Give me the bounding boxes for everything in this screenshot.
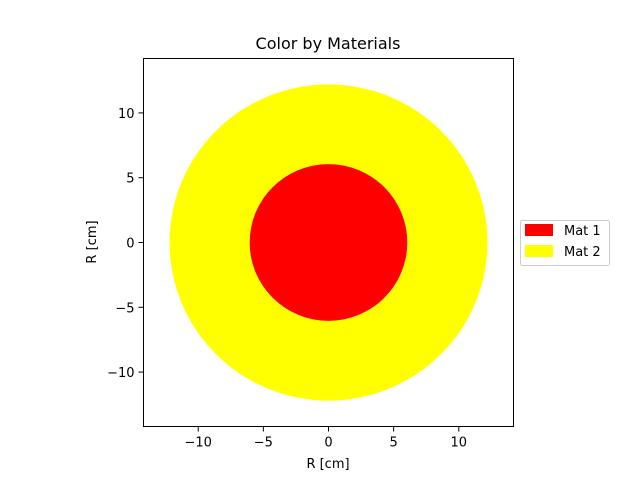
- chart-title: Color by Materials: [256, 34, 401, 53]
- legend-swatch-mat-2: [525, 245, 553, 257]
- y-tick-label: −10: [107, 366, 134, 381]
- regions-layer: [169, 84, 488, 401]
- x-tick-label: 10: [451, 436, 468, 451]
- legend-label-mat-1: Mat 1: [564, 224, 601, 239]
- x-tick-label: −5: [254, 436, 273, 451]
- x-tick-label: 5: [390, 436, 398, 451]
- legend-swatch-mat-1: [525, 224, 553, 236]
- y-tick-label: 10: [118, 107, 135, 122]
- x-axis-label: R [cm]: [306, 457, 349, 472]
- y-axis-label: R [cm]: [85, 220, 100, 263]
- legend-label-mat-2: Mat 2: [564, 245, 601, 260]
- y-tick-label: 0: [126, 237, 134, 252]
- x-tick-label: 0: [324, 436, 332, 451]
- y-tick-label: 5: [126, 172, 134, 187]
- region-mat-1: [249, 164, 408, 321]
- x-tick-label: −10: [184, 436, 211, 451]
- legend: Mat 1 Mat 2: [520, 220, 610, 266]
- y-ticks: −10 −5 0 5 10: [107, 107, 144, 381]
- y-tick-label: −5: [115, 301, 134, 316]
- x-ticks: −10 −5 0 5 10: [184, 426, 468, 451]
